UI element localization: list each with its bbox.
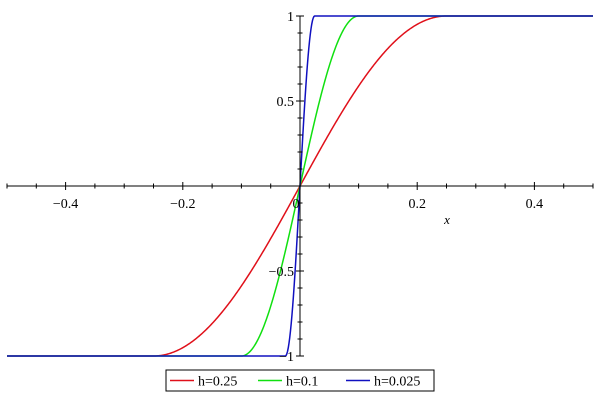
legend: h=0.25 h=0.1 h=0.025 (165, 369, 435, 392)
y-tick-label: −0.5 (269, 265, 294, 280)
x-tick-label: −0.2 (170, 197, 195, 212)
y-tick-label: −1 (279, 350, 294, 365)
x-tick-label: −0.4 (53, 197, 78, 212)
axis-ticks: −0.4 −0.2 0 0.2 0.4 1 0.5 −0.5 −1 (6, 10, 594, 365)
legend-label: h=0.1 (286, 375, 318, 390)
y-tick-label: 0.5 (277, 95, 295, 110)
x-axis-title: x (443, 212, 450, 227)
y-tick-label: 1 (287, 10, 294, 25)
legend-box (165, 369, 435, 392)
x-tick-label: 0 (293, 197, 300, 212)
x-tick-label: 0.2 (408, 197, 426, 212)
x-tick-label: 0.4 (526, 197, 544, 212)
legend-label: h=0.25 (198, 375, 237, 390)
axes: −0.4 −0.2 0 0.2 0.4 1 0.5 −0.5 −1 (6, 10, 594, 365)
legend-label: h=0.025 (374, 375, 420, 390)
